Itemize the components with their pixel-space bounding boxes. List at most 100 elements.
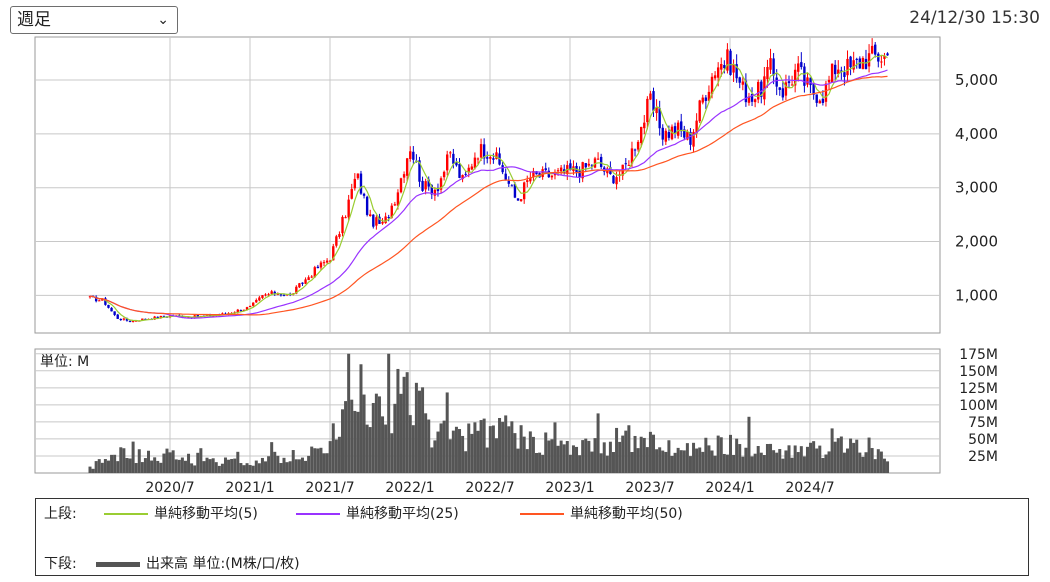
volume-bar: [433, 440, 437, 473]
candle-body: [273, 291, 276, 295]
candle-body: [208, 314, 212, 317]
volume-bar: [725, 454, 729, 473]
volume-bar: [168, 452, 172, 473]
volume-bar: [846, 448, 850, 473]
candle-body: [867, 53, 871, 67]
candle-body: [757, 81, 760, 100]
candle-body: [781, 88, 785, 98]
candle-body: [384, 216, 387, 224]
volume-bar: [886, 461, 890, 473]
volume-bar: [747, 416, 751, 473]
candle-body: [347, 199, 350, 218]
candle-body: [436, 188, 440, 192]
volume-bar: [790, 457, 794, 473]
volume-bar: [842, 452, 846, 473]
volume-bar: [414, 382, 418, 473]
candle-body: [812, 83, 815, 95]
candle-body: [877, 53, 880, 62]
volume-bar: [670, 455, 674, 473]
candle-body: [766, 67, 769, 80]
volume-bar: [559, 440, 563, 473]
candle-body: [458, 163, 461, 178]
volume-bar: [528, 431, 532, 473]
volume-bar: [738, 444, 742, 473]
volume-bar: [861, 456, 865, 473]
candle-body: [840, 70, 843, 72]
candle-body: [886, 53, 889, 56]
candle-body: [599, 156, 603, 168]
candle-body: [433, 189, 437, 196]
candle-body: [584, 163, 587, 168]
candle-body: [720, 64, 723, 70]
candle-body: [492, 158, 495, 160]
volume-bar: [809, 442, 813, 473]
candle-body: [716, 67, 720, 78]
volume-bar: [645, 447, 649, 473]
volume-bar: [190, 463, 194, 473]
candle-body: [800, 62, 803, 68]
candle-body: [332, 246, 335, 261]
candle-body: [704, 97, 708, 101]
volume-bar: [147, 450, 151, 473]
candle-body: [298, 283, 301, 288]
period-select[interactable]: 週足 ⌄: [10, 6, 178, 34]
candle-body: [784, 82, 788, 96]
candle-body: [569, 163, 572, 171]
legend-ma5: 単純移動平均(5): [104, 503, 258, 523]
candle-body: [596, 158, 600, 160]
legend-lower-row: 下段:: [44, 553, 77, 573]
candle-body: [482, 144, 486, 159]
candle-body: [464, 173, 467, 175]
volume-bar: [467, 423, 471, 473]
volume-bar: [233, 458, 237, 473]
candle-body: [667, 132, 671, 138]
volume-bar: [458, 429, 462, 473]
volume-bar: [353, 410, 357, 473]
volume-bar: [337, 436, 341, 473]
volume-bar: [812, 441, 816, 473]
volume-bar: [769, 443, 773, 473]
volume-bar: [313, 448, 317, 473]
volume-bar: [547, 440, 551, 473]
candle-body: [590, 165, 594, 167]
candle-body: [855, 58, 858, 60]
volume-bar: [482, 418, 486, 473]
candle-body: [861, 57, 865, 70]
volume-bar: [371, 402, 375, 473]
candle-body: [427, 179, 430, 187]
volume-bar: [873, 459, 877, 473]
volume-bar: [793, 445, 797, 473]
candle-body: [852, 60, 855, 70]
ma25-line: [89, 69, 888, 319]
volume-bar: [504, 415, 508, 473]
volume-bar: [722, 453, 726, 473]
candle-body: [455, 162, 458, 166]
x-tick-label: 2024/7: [785, 480, 834, 496]
volume-bar: [442, 420, 446, 473]
volume-bar: [288, 461, 292, 473]
candle-body: [698, 100, 701, 122]
volume-bar: [202, 461, 206, 473]
volume-bar: [122, 448, 126, 473]
candle-body: [772, 58, 775, 76]
candle-body: [615, 177, 618, 185]
candle-body: [144, 318, 147, 320]
volume-bar: [359, 364, 363, 473]
volume-tick-label: 150M: [959, 364, 998, 380]
volume-bar: [870, 448, 874, 473]
volume-bar: [867, 437, 871, 473]
volume-bar: [165, 448, 169, 473]
moving-averages: [89, 54, 888, 322]
volume-tick-label: 25M: [968, 449, 998, 465]
volume-bar: [716, 435, 720, 473]
candle-body: [252, 302, 255, 306]
volume-bar: [836, 438, 840, 473]
volume-bar: [220, 463, 224, 473]
volume-bar: [377, 396, 381, 473]
volume-bar: [180, 457, 184, 473]
volume-bar: [131, 441, 135, 473]
volume-bar: [291, 450, 295, 473]
volume-bar: [596, 413, 600, 473]
candle-body: [658, 108, 661, 129]
candle-body: [655, 107, 658, 114]
